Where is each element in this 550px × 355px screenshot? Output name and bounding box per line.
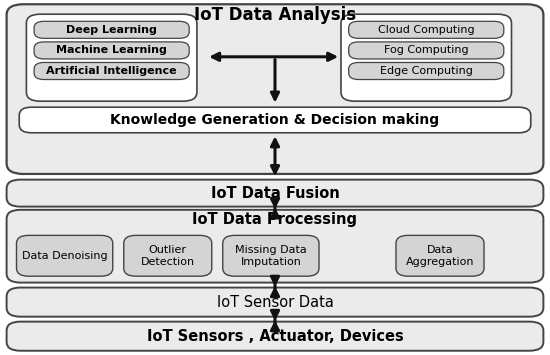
- Text: Knowledge Generation & Decision making: Knowledge Generation & Decision making: [111, 113, 439, 127]
- Text: IoT Data Analysis: IoT Data Analysis: [194, 6, 356, 24]
- FancyBboxPatch shape: [349, 21, 504, 38]
- FancyBboxPatch shape: [34, 62, 189, 80]
- Text: Data
Aggregation: Data Aggregation: [406, 245, 474, 267]
- FancyBboxPatch shape: [34, 21, 189, 38]
- FancyBboxPatch shape: [7, 210, 543, 283]
- FancyBboxPatch shape: [7, 322, 543, 351]
- Text: Outlier
Detection: Outlier Detection: [141, 245, 195, 267]
- FancyBboxPatch shape: [7, 288, 543, 317]
- Text: Machine Learning: Machine Learning: [56, 45, 167, 55]
- Text: Platforms: Platforms: [398, 22, 454, 35]
- FancyBboxPatch shape: [7, 180, 543, 207]
- Text: Data Denoising: Data Denoising: [22, 251, 107, 261]
- FancyBboxPatch shape: [19, 107, 531, 133]
- FancyBboxPatch shape: [396, 235, 484, 276]
- FancyBboxPatch shape: [34, 42, 189, 59]
- FancyBboxPatch shape: [124, 235, 212, 276]
- Text: Edge Computing: Edge Computing: [380, 66, 472, 76]
- Text: IoT Data Processing: IoT Data Processing: [192, 212, 358, 227]
- FancyBboxPatch shape: [341, 14, 512, 101]
- Text: Solution Approaches: Solution Approaches: [51, 22, 172, 35]
- Text: IoT Sensors , Actuator, Devices: IoT Sensors , Actuator, Devices: [147, 329, 403, 344]
- Text: IoT Data Fusion: IoT Data Fusion: [211, 186, 339, 201]
- FancyBboxPatch shape: [349, 42, 504, 59]
- FancyBboxPatch shape: [223, 235, 319, 276]
- Text: Deep Learning: Deep Learning: [66, 25, 157, 35]
- Text: Cloud Computing: Cloud Computing: [378, 25, 475, 35]
- Text: Artificial Intelligence: Artificial Intelligence: [46, 66, 177, 76]
- Text: IoT Sensor Data: IoT Sensor Data: [217, 295, 333, 310]
- FancyBboxPatch shape: [16, 235, 113, 276]
- Text: Missing Data
Imputation: Missing Data Imputation: [235, 245, 307, 267]
- FancyBboxPatch shape: [349, 62, 504, 80]
- FancyBboxPatch shape: [7, 4, 543, 174]
- Text: Fog Computing: Fog Computing: [384, 45, 469, 55]
- FancyBboxPatch shape: [26, 14, 197, 101]
